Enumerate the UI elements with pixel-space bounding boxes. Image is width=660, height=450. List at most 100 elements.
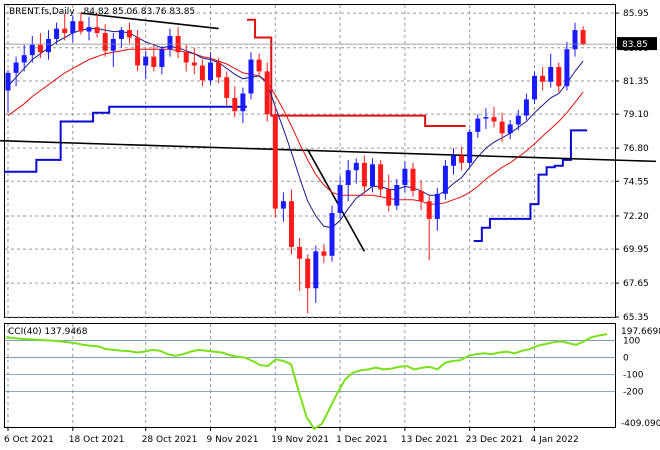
candle-body [62,28,68,34]
cci-level-lines [5,340,615,392]
candle-body [532,75,537,100]
candle-body [289,201,294,247]
candle-body [345,170,351,185]
candle-body [240,93,246,112]
price-tick-label: 85.95 [623,9,649,19]
candle-body [410,168,416,191]
candle-body [118,30,124,39]
trendlines [0,12,657,252]
slow-ma-line [7,48,584,205]
candle-body [248,59,254,94]
cci-tick-label: -100 [623,371,644,381]
candle-body [46,38,51,53]
candle-body [548,66,554,82]
candle-body [426,201,432,219]
candle-body [353,162,359,171]
candle-body [483,117,489,119]
candle-body [135,37,141,66]
candle-body [451,155,456,166]
cci-label: CCI(40) 137.9468 [8,327,88,337]
candle-body [86,27,92,32]
price-tick-label: 79.10 [623,110,649,120]
cci-min-label: -409.090 [621,419,660,429]
candle-body [580,30,586,45]
main-panel-frame [4,4,616,318]
price-tick-label: 65.35 [623,313,649,323]
cci-axis: 100 0 -100 -200 [623,337,644,398]
candle-body [442,165,448,194]
candle-body [110,38,116,51]
time-tick-label: 19 Nov 2021 [271,435,329,445]
candle-body [297,246,303,259]
candles [5,12,586,314]
candle-body [151,56,157,67]
candle-body [191,62,197,66]
candle-body [361,162,367,187]
time-tick-label: 1 Dec 2021 [336,435,388,445]
trendline [0,139,657,163]
lower-stop-line [473,129,588,243]
time-tick-label: 6 Oct 2021 [4,435,54,445]
cci-max-label: 197.6698 [621,327,660,337]
candle-body [224,77,230,98]
candle-body [13,62,19,73]
cci-tick-label: 0 [623,354,629,364]
candle-body [491,117,497,122]
price-axis: 85.9583.6081.3579.1076.8074.5572.2069.95… [5,9,657,323]
candle-body [29,44,35,56]
time-tick-label: 4 Jan 2022 [531,435,579,445]
fast-ma-line [7,28,584,229]
candle-body [386,189,392,206]
candle-body [256,59,262,72]
candle-body [337,184,343,213]
current-price-label: 83.85 [622,40,648,50]
candle-body [94,27,100,34]
candle-body [556,66,562,87]
candle-body [515,115,521,125]
lower-stop-line [3,105,247,173]
price-tick-label: 72.20 [623,212,649,222]
candle-body [507,124,513,134]
candle-body [167,35,173,50]
candle-body [199,65,205,81]
candle-body [418,190,424,202]
candle-body [216,62,222,78]
moving-averages [7,28,584,229]
candle-body [329,213,335,256]
price-tick-label: 76.80 [623,144,649,154]
candle-body [572,30,578,50]
cci-tick-label: -200 [623,388,644,398]
time-tick-label: 18 Oct 2021 [69,435,125,445]
candle-body [264,71,270,115]
cci-line [5,333,608,431]
candle-body [54,28,60,39]
current-price-marker [617,37,657,51]
time-axis: 6 Oct 2021 18 Oct 2021 28 Oct 2021 9 Nov 20… [4,427,579,445]
candle-body [540,75,546,82]
candle-body [37,44,43,53]
time-tick-label: 13 Dec 2021 [401,435,459,445]
candle-body [394,184,400,206]
stop-lines [3,18,588,243]
time-tick-label: 28 Oct 2021 [142,435,198,445]
cci-tick-label: 100 [623,337,640,347]
candle-body [499,121,505,134]
trendline [307,149,366,252]
candle-body [402,168,408,185]
cci-line-group [5,333,608,431]
grid-lines [5,5,615,427]
time-tick-label: 23 Dec 2021 [466,435,524,445]
price-tick-label: 69.95 [623,245,649,255]
candle-body [467,131,473,163]
candle-body [459,155,465,163]
candle-body [183,52,189,63]
candle-body [70,21,76,34]
upper-stop-line [246,18,466,127]
time-tick-label: 9 Nov 2021 [207,435,259,445]
price-tick-label: 74.55 [623,177,649,187]
candle-body [564,49,570,87]
candle-body [434,193,440,219]
candle-body [208,62,213,81]
candle-body [378,164,384,190]
